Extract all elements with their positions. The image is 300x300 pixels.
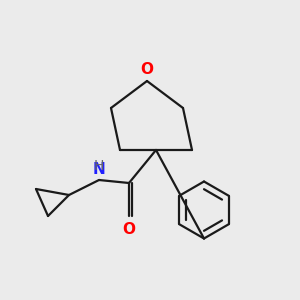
Text: O: O bbox=[140, 61, 154, 76]
Text: N: N bbox=[93, 162, 105, 177]
Text: O: O bbox=[122, 222, 136, 237]
Text: H: H bbox=[94, 159, 104, 173]
